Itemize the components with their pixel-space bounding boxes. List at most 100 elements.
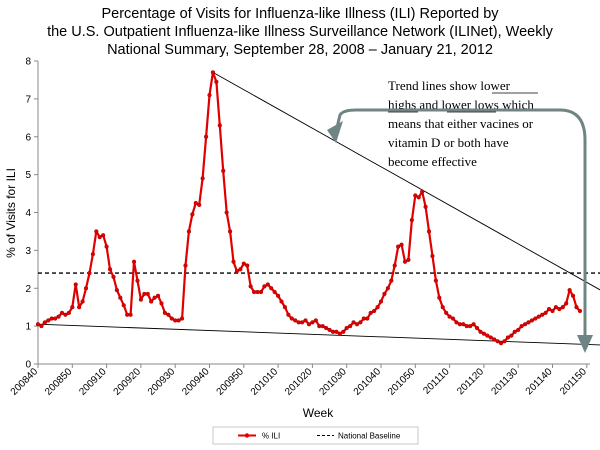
ili-point — [399, 242, 404, 247]
ili-point — [49, 316, 54, 321]
x-tick-label: 200930 — [146, 366, 178, 398]
ili-point — [522, 322, 528, 327]
legend-marker-ili — [244, 433, 250, 438]
ili-point — [327, 327, 332, 333]
ili-point — [560, 305, 565, 310]
y-axis-title: % of Visits for ILI — [4, 168, 18, 258]
ili-point — [495, 339, 500, 344]
ili-point — [107, 267, 113, 272]
y-tick-label: 1 — [25, 322, 31, 333]
ili-point — [104, 244, 109, 249]
ili-point — [334, 329, 339, 334]
ili-point — [296, 320, 301, 325]
ili-point — [159, 301, 164, 306]
ili-point — [245, 263, 250, 268]
ili-point — [474, 325, 480, 331]
annotation-note: Trend lines show lower highs and lower l… — [327, 78, 593, 353]
y-tick-label: 3 — [25, 246, 31, 257]
ili-point — [488, 335, 493, 340]
x-tick-label: 200920 — [112, 366, 144, 398]
x-tick-label: 201130 — [489, 366, 520, 397]
ili-point — [131, 259, 137, 264]
ili-point — [97, 235, 102, 240]
ili-point — [437, 295, 442, 300]
ili-point — [516, 327, 521, 333]
ili-point — [169, 316, 174, 321]
ili-point — [409, 217, 414, 223]
ili-point — [234, 269, 240, 274]
ili-point — [320, 324, 325, 329]
ili-point — [540, 312, 545, 317]
ili-point — [396, 244, 401, 249]
ili-point — [197, 202, 202, 208]
x-tick-label: 201110 — [421, 366, 452, 397]
ili-point — [128, 312, 133, 317]
ili-point — [176, 318, 181, 323]
x-axis: 200840 200850 200910 200920 200930 200940 2009… — [9, 363, 590, 398]
ili-point — [145, 291, 150, 297]
ili-point — [358, 320, 363, 325]
chart-title: Percentage of Visits for Influenza-like … — [47, 6, 554, 58]
ili-point — [118, 295, 123, 300]
chart-title-line-3: National Summary, September 28, 2008 – J… — [107, 42, 493, 58]
ili-point — [557, 306, 562, 312]
ili-point — [87, 271, 92, 276]
ili-point — [258, 289, 264, 295]
annotation-arrow-head-left — [327, 121, 343, 143]
x-tick-label: 201140 — [524, 366, 555, 397]
ili-point — [210, 70, 216, 75]
ili-point — [310, 320, 315, 325]
ili-point — [269, 286, 274, 291]
ili-point — [214, 79, 219, 84]
ili-point — [217, 123, 222, 128]
ili-point — [570, 293, 576, 298]
ili-point — [179, 316, 185, 321]
ili-point — [519, 324, 524, 329]
ili-point — [80, 299, 85, 304]
ili-point — [368, 310, 373, 315]
x-tick-label: 200950 — [215, 366, 247, 398]
ili-point — [39, 324, 44, 329]
ili-point — [478, 329, 483, 334]
ili-point — [512, 329, 517, 334]
ili-point — [262, 284, 267, 289]
ili-point — [35, 322, 41, 327]
ili-point — [272, 289, 277, 295]
ili-point — [279, 299, 284, 304]
ili-point — [186, 229, 192, 234]
ili-point — [433, 278, 438, 283]
ili-point — [125, 312, 130, 317]
ili-point — [282, 305, 288, 310]
ili-point — [238, 267, 243, 272]
ili-point — [468, 324, 473, 329]
ili-point — [348, 324, 353, 329]
ili-point — [402, 259, 408, 264]
x-tick-label: 200940 — [180, 366, 212, 398]
x-tick-label: 201010 — [249, 366, 281, 398]
ili-point — [457, 322, 462, 327]
ili-point — [440, 305, 445, 310]
ili-point — [162, 310, 168, 315]
y-tick-label: 6 — [25, 132, 31, 143]
ili-point — [502, 339, 507, 344]
ili-point — [426, 229, 432, 234]
ili-point — [83, 286, 89, 291]
ili-point — [224, 210, 229, 215]
ili-point — [42, 320, 47, 325]
ili-point — [166, 312, 171, 317]
ili-point — [317, 324, 322, 329]
ili-point — [101, 233, 106, 238]
ili-point — [155, 293, 161, 298]
ili-point — [361, 316, 366, 321]
x-axis-title: Week — [303, 406, 334, 420]
ili-point — [193, 200, 198, 206]
ili-point — [564, 301, 569, 306]
ili-point — [77, 305, 82, 310]
ili-point — [330, 329, 336, 334]
ili-point — [289, 316, 294, 321]
ili-point — [303, 318, 308, 323]
ili-point — [221, 168, 226, 173]
ili-point — [341, 329, 346, 334]
ili-point — [375, 305, 380, 310]
